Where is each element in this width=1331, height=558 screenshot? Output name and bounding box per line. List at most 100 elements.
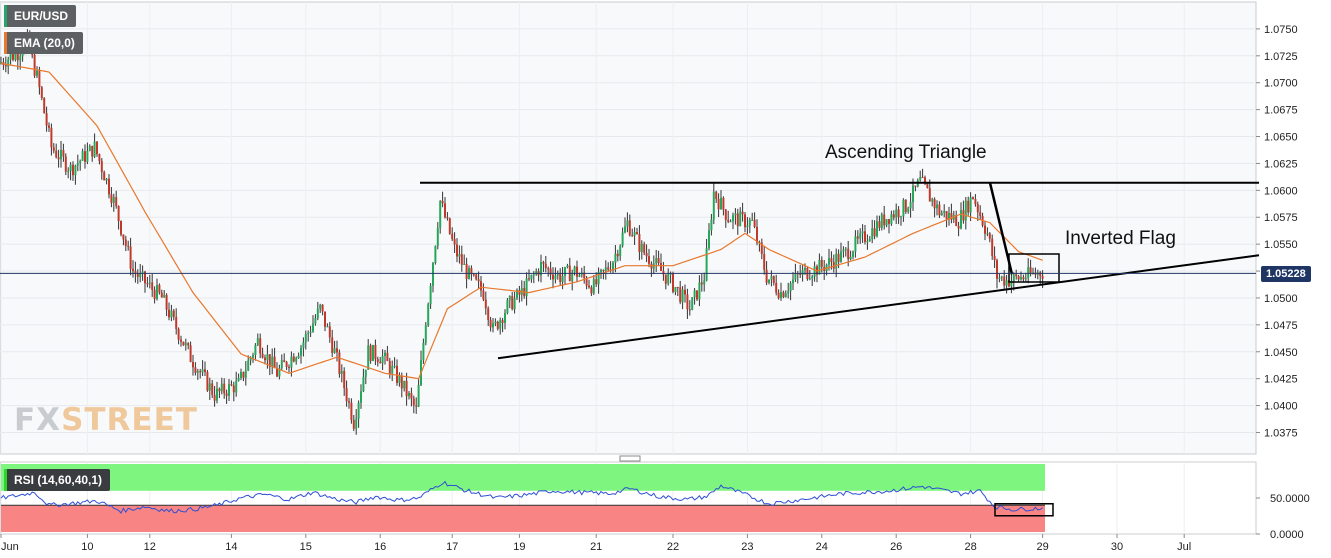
- candle-body: [326, 326, 329, 328]
- candle-body: [984, 225, 986, 234]
- candle-body: [794, 273, 797, 280]
- candle-body: [561, 276, 564, 283]
- candle-body: [508, 296, 511, 301]
- candle-body: [988, 233, 991, 239]
- candle-body: [583, 272, 586, 279]
- candle-body: [388, 361, 391, 374]
- candle-body: [470, 268, 473, 275]
- candle-body: [96, 141, 98, 155]
- candle-body: [240, 371, 242, 378]
- candle-body: [148, 282, 151, 284]
- candle-body: [854, 236, 857, 252]
- candle-body: [753, 219, 756, 227]
- candle-body: [45, 113, 48, 126]
- candle-body: [1022, 277, 1025, 280]
- candle-body: [540, 262, 542, 276]
- candle-body: [136, 274, 139, 277]
- candle-body: [703, 280, 706, 285]
- candle-body: [513, 298, 516, 310]
- candle-body: [9, 53, 12, 60]
- candle-body: [244, 370, 247, 378]
- candle-body: [633, 232, 636, 236]
- candle-body: [792, 279, 794, 284]
- candle-body: [220, 383, 223, 392]
- candle-body: [799, 273, 802, 275]
- candle-body: [314, 318, 317, 324]
- candle-body: [352, 420, 355, 429]
- symbol-label[interactable]: EUR/USD: [4, 5, 77, 27]
- candle-body: [292, 356, 295, 362]
- candle-body: [0, 62, 2, 64]
- candle-body: [362, 376, 365, 392]
- candle-body: [477, 279, 480, 282]
- candle-body: [948, 212, 950, 220]
- candle-body: [698, 282, 701, 300]
- x-tick-label: 22: [667, 541, 679, 553]
- candle-body: [628, 220, 631, 236]
- candle-body: [955, 214, 958, 227]
- candle-body: [813, 266, 816, 277]
- candle-body: [842, 249, 845, 252]
- candle-body: [494, 321, 497, 324]
- candle-body: [585, 278, 588, 286]
- candle-body: [201, 369, 204, 373]
- candle-body: [856, 236, 859, 239]
- candle-body: [355, 418, 358, 429]
- candle-body: [739, 211, 742, 227]
- rsi-flag-box: [994, 503, 1054, 517]
- candle-body: [921, 177, 924, 179]
- support-trendline: [497, 254, 1260, 360]
- candle-body: [720, 197, 722, 210]
- candle-body: [597, 272, 600, 285]
- candle-body: [400, 375, 403, 389]
- rsi-indicator-label[interactable]: RSI (14,60,40,1): [4, 469, 111, 491]
- candle-body: [141, 271, 144, 273]
- candles: [0, 29, 1044, 435]
- candle-body: [660, 263, 662, 271]
- candle-body: [496, 321, 499, 329]
- ema-indicator-label[interactable]: EMA (20,0): [4, 32, 83, 54]
- candle-body: [619, 245, 622, 257]
- symbol-text: EUR/USD: [14, 9, 69, 23]
- candle-body: [4, 65, 7, 67]
- candle-body: [518, 289, 521, 295]
- candle-body: [199, 371, 202, 373]
- annotation-ascending-triangle: Ascending Triangle: [825, 142, 987, 163]
- candle-body: [808, 278, 811, 280]
- candle-body: [98, 154, 101, 161]
- candle-body: [160, 292, 163, 298]
- candle-body: [38, 70, 41, 88]
- candle-body: [837, 253, 840, 262]
- candle-body: [441, 200, 444, 204]
- candle-body: [127, 245, 130, 247]
- candle-body: [259, 338, 262, 354]
- candle-body: [763, 253, 766, 270]
- rsi-indicator-text: RSI (14,60,40,1): [14, 473, 103, 487]
- candle-body: [777, 292, 780, 299]
- candle-body: [309, 331, 312, 333]
- candle-body: [902, 199, 905, 217]
- candle-body: [828, 258, 830, 265]
- candle-body: [657, 258, 660, 264]
- candle-body: [232, 385, 235, 393]
- candle-body: [216, 388, 218, 401]
- candle-body: [967, 200, 970, 213]
- candle-body: [120, 221, 122, 235]
- candle-body: [681, 289, 684, 303]
- x-tick-label: 14: [225, 541, 237, 553]
- candle-body: [1000, 276, 1003, 278]
- candle-body: [122, 234, 125, 240]
- candle-body: [88, 145, 91, 151]
- candle-body: [357, 402, 360, 419]
- candle-body: [391, 366, 394, 374]
- candle-body: [16, 52, 19, 61]
- y-tick-label: 1.0425: [1264, 374, 1298, 386]
- rsi-zones: [1, 464, 1045, 532]
- candle-body: [134, 271, 137, 275]
- candle-body: [81, 151, 84, 161]
- candle-body: [439, 200, 442, 228]
- candle-body: [912, 185, 914, 203]
- candle-body: [914, 185, 917, 187]
- candle-body: [487, 308, 490, 320]
